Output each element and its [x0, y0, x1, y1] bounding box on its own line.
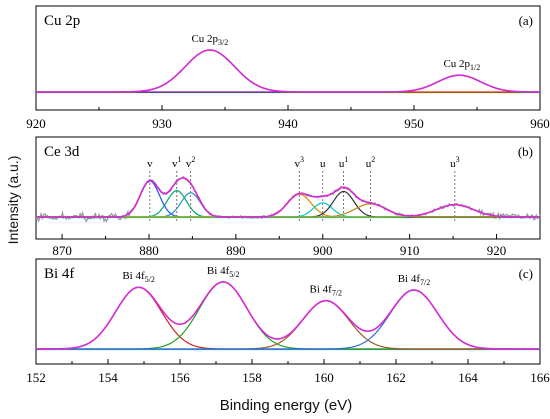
x-tick-label: 152 — [26, 370, 46, 385]
x-tick-label: 160 — [314, 370, 334, 385]
x-tick-label: 950 — [404, 116, 424, 131]
x-tick-label: 162 — [386, 370, 406, 385]
panel-frame — [35, 258, 541, 365]
x-tick-label: 158 — [242, 370, 262, 385]
x-axis-ticks: 870 880 890 900 910 920 — [52, 234, 541, 258]
component-peak-line — [36, 300, 540, 350]
x-tick-label: 166 — [530, 370, 550, 385]
raw-data-line — [35, 281, 541, 350]
panel-bi-4f: Bi 4f (c) 152 154 156 158 160 162 164 166 Bi 4f… — [26, 258, 550, 385]
x-tick-label: 900 — [313, 243, 333, 258]
peak-marker-label: u — [320, 158, 326, 170]
x-axis-ticks: 920 930 940 950 960 — [26, 105, 550, 131]
panel-element-label: Cu 2p — [44, 13, 80, 29]
peak-marker-label: u2 — [366, 155, 376, 170]
peak-marker-label: v — [147, 158, 153, 170]
peak-annotations: Bi 4f5/2 Bi 4f5/2 Bi 4f7/2 Bi 4f7/2 — [122, 265, 430, 298]
peak-marker-label: v3 — [295, 155, 305, 170]
raw-data-line — [35, 175, 541, 223]
x-axis-ticks: 152 154 156 158 160 162 164 166 — [26, 359, 550, 385]
panel-element-label: Ce 3d — [44, 144, 80, 160]
x-tick-label: 156 — [170, 370, 190, 385]
x-tick-label: 164 — [458, 370, 478, 385]
component-peak-line — [36, 49, 540, 93]
panel-frame — [35, 136, 541, 240]
component-peak-line — [36, 74, 541, 93]
peak-marker-label: u3 — [450, 155, 460, 170]
x-tick-label: 154 — [98, 370, 118, 385]
fit-curves — [35, 281, 541, 351]
panel-element-label: Bi 4f — [44, 266, 74, 282]
envelope-fit-line — [36, 49, 541, 93]
x-tick-label: 910 — [400, 243, 420, 258]
panel-tag: (a) — [519, 13, 533, 28]
panel-tag: (b) — [518, 144, 533, 159]
x-axis-label: Binding energy (eV) — [220, 397, 353, 414]
peak-annotations: Cu 2p3/2 Cu 2p1/2 — [191, 33, 480, 72]
panel-ce-3d: Ce 3d (b) 870 880 890 900 910 920 v v1 v2 v3 u u1 u… — [35, 136, 541, 258]
peak-marker-label: v1 — [172, 155, 182, 170]
peak-label: Cu 2p3/2 — [191, 33, 228, 47]
raw-data-line — [35, 49, 541, 93]
peak-label: Bi 4f5/2 — [207, 265, 240, 279]
envelope-fit-line — [36, 177, 540, 218]
fit-curves — [35, 49, 541, 94]
x-tick-label: 890 — [226, 243, 246, 258]
peak-guide-lines — [149, 171, 456, 221]
x-tick-label: 880 — [139, 243, 159, 258]
x-tick-label: 920 — [26, 116, 46, 131]
peak-annotations: v v1 v2 v3 u u1 u2 u3 — [147, 155, 460, 170]
panel-cu-2p: Cu 2p (a) 920 930 940 950 960 Cu 2p3/2 Cu 2p1… — [26, 5, 550, 131]
fit-curves — [35, 175, 541, 223]
peak-label: Bi 4f7/2 — [310, 284, 343, 298]
panel-tag: (c) — [519, 266, 533, 281]
peak-label: Bi 4f5/2 — [122, 270, 155, 284]
y-axis-label: Intensity (a.u.) — [5, 156, 21, 245]
x-tick-label: 930 — [152, 116, 172, 131]
x-tick-label: 870 — [52, 243, 72, 258]
x-tick-label: 960 — [530, 116, 550, 131]
peak-label: Cu 2p1/2 — [443, 58, 480, 72]
peak-marker-label: u1 — [339, 155, 349, 170]
component-peak-line — [36, 180, 540, 218]
x-tick-label: 920 — [487, 243, 507, 258]
peak-marker-label: v2 — [186, 155, 196, 170]
peak-label: Bi 4f7/2 — [398, 273, 431, 287]
x-tick-label: 940 — [278, 116, 298, 131]
component-peak-line — [36, 281, 540, 350]
envelope-fit-line — [36, 281, 540, 350]
